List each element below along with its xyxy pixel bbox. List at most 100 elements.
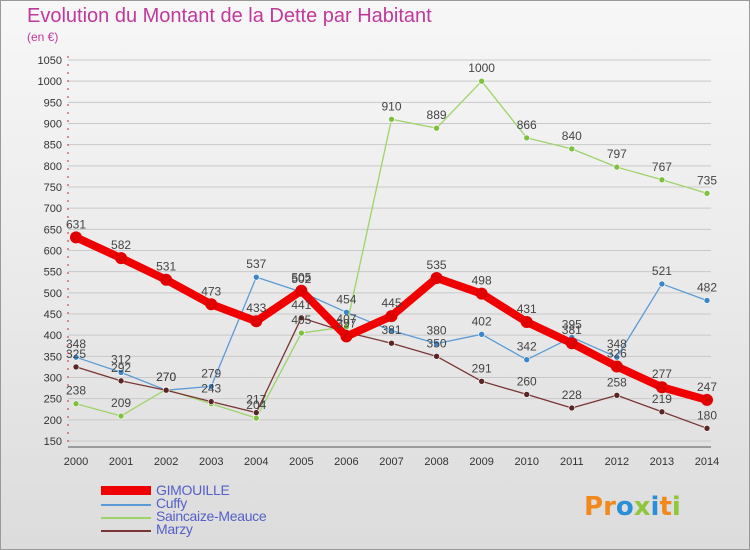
data-point-gimouille [701, 393, 713, 406]
data-label-marzy: 260 [517, 374, 537, 388]
data-point-gimouille [205, 298, 218, 311]
x-tick-label: 2010 [514, 456, 538, 468]
data-label-marzy: 258 [607, 375, 627, 389]
data-label-cuffy: 521 [652, 264, 672, 278]
axis-layer: 150 200 250 300 350 400 450 500 550 600 650 700 750 8… [38, 55, 720, 468]
data-label-gimouille: 535 [427, 258, 447, 272]
y-tick-label: 800 [44, 161, 62, 173]
y-tick-label: 550 [44, 267, 62, 279]
data-label-gimouille: 431 [517, 302, 537, 316]
data-point-gimouille [565, 337, 578, 350]
proxiti-logo: Proxiti [584, 492, 681, 522]
x-tick-label: 2000 [64, 456, 88, 468]
logo-letter: i [671, 492, 681, 522]
data-label-cuffy: 502 [291, 272, 311, 286]
data-point-saincaize-meauce [298, 329, 305, 337]
data-point-cuffy [207, 383, 215, 390]
logo-letter: t [659, 492, 672, 522]
data-label-saincaize-meauce: 797 [607, 147, 627, 161]
legend-swatch-gimouille [101, 486, 151, 495]
legend-swatch-cuffy [101, 504, 151, 506]
y-tick-label: 900 [44, 119, 62, 131]
x-tick-label: 2004 [244, 456, 268, 468]
y-tick-label: 950 [44, 97, 62, 109]
data-point-gimouille [475, 287, 488, 300]
data-label-saincaize-meauce: 910 [381, 99, 401, 113]
data-label-cuffy: 279 [201, 366, 221, 380]
data-point-saincaize-meauce [433, 124, 440, 132]
y-tick-label: 450 [44, 309, 62, 321]
data-point-saincaize-meauce [658, 176, 666, 184]
x-tick-label: 2007 [379, 456, 403, 468]
data-point-gimouille [610, 360, 623, 373]
data-label-cuffy: 482 [697, 280, 717, 294]
data-label-gimouille: 498 [472, 274, 492, 288]
data-point-marzy [207, 398, 215, 405]
y-tick-label: 650 [44, 224, 62, 236]
y-tick-label: 600 [44, 246, 62, 258]
data-point-marzy [478, 378, 485, 385]
data-label-gimouille: 505 [291, 271, 311, 285]
y-tick-label: 500 [44, 288, 62, 300]
data-point-saincaize-meauce [568, 145, 576, 153]
data-label-saincaize-meauce: 767 [652, 160, 672, 174]
y-tick-label: 700 [44, 203, 62, 215]
data-point-gimouille [295, 284, 308, 297]
data-point-gimouille [340, 330, 353, 343]
y-tick-label: 300 [44, 373, 62, 385]
y-tick-label: 150 [44, 436, 62, 448]
legend-label-cuffy: Cuffy [156, 495, 187, 511]
data-point-marzy [613, 391, 621, 399]
data-label-gimouille: 582 [111, 238, 131, 252]
data-label-marzy: 381 [381, 323, 401, 337]
data-label-gimouille: 473 [201, 284, 221, 298]
data-point-gimouille [250, 315, 263, 328]
data-label-saincaize-meauce: 866 [517, 118, 537, 132]
data-label-saincaize-meauce: 209 [111, 396, 131, 410]
data-point-marzy [72, 363, 80, 371]
x-tick-label: 2009 [469, 456, 493, 468]
data-point-gimouille [430, 272, 443, 285]
legend-swatch-saincaize-meauce [101, 517, 151, 519]
y-tick-label: 250 [44, 394, 62, 406]
data-label-cuffy: 348 [607, 337, 627, 351]
line-chart: 150 200 250 300 350 400 450 500 550 600 650 700 750 8… [38, 55, 720, 468]
data-label-saincaize-meauce: 405 [291, 313, 311, 327]
data-point-gimouille [655, 381, 668, 394]
data-label-marzy: 350 [427, 336, 447, 350]
data-label-saincaize-meauce: 204 [246, 398, 266, 412]
data-label-cuffy: 342 [517, 340, 537, 354]
data-point-saincaize-meauce [613, 163, 621, 171]
unit-label: (en €) [27, 30, 59, 44]
data-label-marzy: 441 [291, 298, 311, 312]
legend-label-gimouille: GIMOUILLE [156, 482, 230, 498]
data-label-cuffy: 454 [336, 292, 356, 306]
data-point-cuffy [523, 356, 531, 364]
data-label-saincaize-meauce: 238 [66, 384, 86, 398]
data-point-marzy [658, 408, 666, 416]
data-label-saincaize-meauce: 889 [427, 108, 447, 122]
data-label-marzy: 270 [156, 370, 176, 384]
data-point-marzy [523, 391, 531, 398]
data-label-gimouille: 247 [697, 380, 717, 394]
data-label-gimouille: 433 [246, 301, 266, 315]
data-label-gimouille: 326 [607, 346, 627, 360]
data-point-marzy [162, 386, 170, 394]
logo-letter: P [584, 492, 604, 522]
x-tick-label: 2008 [424, 456, 448, 468]
chart-title: Evolution du Montant de la Dette par Hab… [27, 5, 432, 27]
legend-label-saincaize-meauce: Saincaize-Meauce [156, 508, 267, 524]
data-point-gimouille [520, 316, 533, 329]
data-point-cuffy [252, 273, 260, 281]
data-label-gimouille: 397 [336, 316, 356, 330]
y-tick-label: 1000 [38, 76, 62, 88]
data-point-cuffy [388, 327, 395, 334]
data-label-marzy: 219 [652, 392, 672, 406]
data-label-marzy: 291 [472, 361, 492, 375]
data-point-saincaize-meauce [252, 414, 260, 422]
x-tick-label: 2014 [695, 456, 719, 468]
data-label-marzy: 243 [201, 382, 221, 396]
legend-swatch-marzy [101, 530, 151, 532]
label-layer: 348 312 270 279 537 502 454 380 402 342 395 348 521 4… [66, 61, 717, 422]
x-tick-label: 2002 [154, 456, 178, 468]
